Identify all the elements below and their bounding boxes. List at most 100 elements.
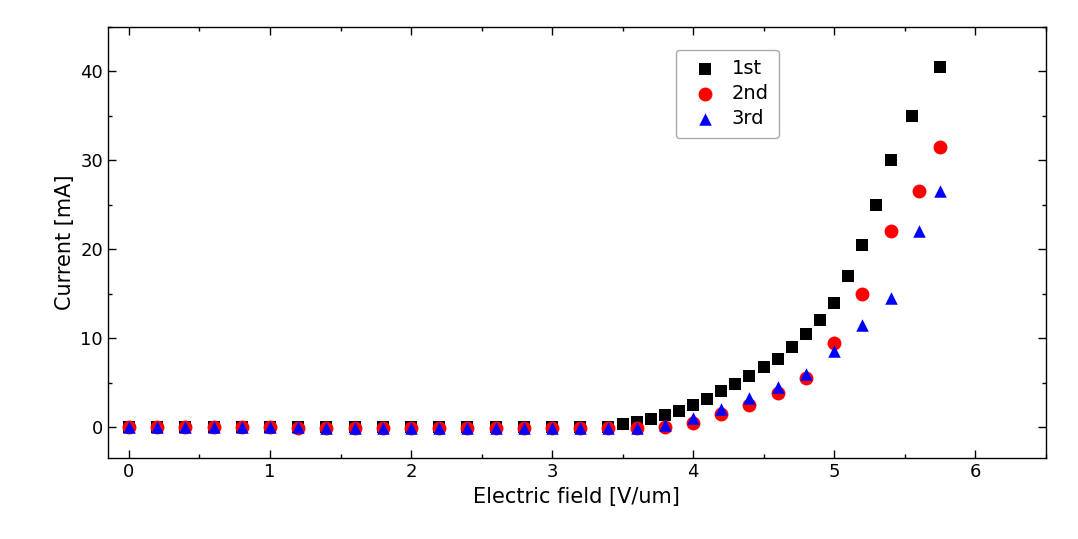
2nd xyxy=(430,424,447,432)
3rd xyxy=(741,393,758,402)
1st xyxy=(487,423,505,431)
Legend: 1st, 2nd, 3rd: 1st, 2nd, 3rd xyxy=(676,50,778,138)
1st xyxy=(149,423,166,431)
3rd xyxy=(205,423,222,431)
2nd xyxy=(798,374,815,383)
3rd xyxy=(149,423,166,431)
2nd xyxy=(374,424,391,432)
2nd xyxy=(402,424,419,432)
3rd xyxy=(657,421,674,430)
2nd xyxy=(205,423,222,431)
2nd xyxy=(515,424,533,432)
2nd xyxy=(233,423,250,431)
1st xyxy=(205,423,222,431)
X-axis label: Electric field [V/um]: Electric field [V/um] xyxy=(473,487,680,507)
1st xyxy=(459,423,476,431)
3rd xyxy=(430,424,447,432)
3rd xyxy=(177,423,194,431)
1st xyxy=(177,423,194,431)
3rd xyxy=(543,424,561,432)
2nd xyxy=(459,424,476,432)
3rd xyxy=(374,424,391,432)
1st xyxy=(741,372,758,381)
2nd xyxy=(854,289,871,298)
3rd xyxy=(713,405,730,413)
2nd xyxy=(121,423,138,431)
2nd xyxy=(931,143,949,151)
1st xyxy=(290,423,307,431)
1st xyxy=(571,423,589,431)
1st xyxy=(642,414,660,423)
3rd xyxy=(233,423,250,431)
1st xyxy=(628,417,646,426)
3rd xyxy=(931,187,949,196)
1st xyxy=(755,363,772,372)
3rd xyxy=(515,424,533,432)
3rd xyxy=(910,227,927,236)
3rd xyxy=(798,369,815,378)
1st xyxy=(727,380,744,389)
3rd xyxy=(571,424,589,432)
1st xyxy=(233,423,250,431)
2nd xyxy=(882,227,899,236)
3rd xyxy=(261,423,278,431)
3rd xyxy=(402,424,419,432)
1st xyxy=(614,420,632,429)
1st xyxy=(713,387,730,396)
1st xyxy=(685,400,702,409)
3rd xyxy=(290,423,307,431)
3rd xyxy=(769,383,786,391)
1st xyxy=(826,298,843,307)
1st xyxy=(318,423,335,431)
1st xyxy=(121,423,138,431)
3rd xyxy=(318,424,335,432)
3rd xyxy=(459,424,476,432)
2nd xyxy=(657,423,674,431)
3rd xyxy=(599,424,617,432)
3rd xyxy=(121,423,138,431)
1st xyxy=(430,423,447,431)
2nd xyxy=(599,424,617,432)
2nd xyxy=(910,187,927,196)
1st xyxy=(840,272,857,280)
2nd xyxy=(713,410,730,418)
2nd xyxy=(826,338,843,347)
2nd xyxy=(261,423,278,431)
3rd xyxy=(628,424,646,432)
1st xyxy=(374,423,391,431)
1st xyxy=(882,156,899,164)
1st xyxy=(599,423,617,431)
2nd xyxy=(346,424,363,432)
1st xyxy=(671,407,688,416)
2nd xyxy=(543,424,561,432)
2nd xyxy=(177,423,194,431)
Y-axis label: Current [mA]: Current [mA] xyxy=(55,175,74,310)
3rd xyxy=(487,424,505,432)
1st xyxy=(402,423,419,431)
1st xyxy=(854,240,871,249)
2nd xyxy=(769,389,786,398)
1st xyxy=(515,423,533,431)
3rd xyxy=(685,414,702,423)
3rd xyxy=(826,347,843,356)
1st xyxy=(784,343,801,351)
2nd xyxy=(685,418,702,427)
1st xyxy=(261,423,278,431)
1st xyxy=(798,329,815,338)
1st xyxy=(657,411,674,420)
2nd xyxy=(290,424,307,432)
2nd xyxy=(741,400,758,409)
1st xyxy=(868,201,885,209)
1st xyxy=(769,354,786,363)
2nd xyxy=(571,424,589,432)
2nd xyxy=(487,424,505,432)
2nd xyxy=(149,423,166,431)
2nd xyxy=(628,424,646,432)
1st xyxy=(346,423,363,431)
1st xyxy=(931,63,949,71)
1st xyxy=(699,394,716,403)
3rd xyxy=(854,321,871,329)
1st xyxy=(903,112,921,120)
3rd xyxy=(882,294,899,302)
1st xyxy=(543,423,561,431)
